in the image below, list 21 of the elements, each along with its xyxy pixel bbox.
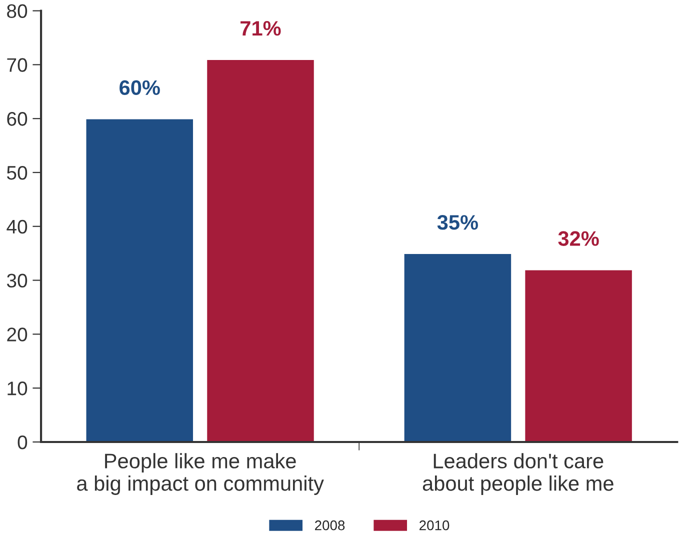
y-tick-label: 70 xyxy=(7,58,28,72)
data-label: 35% xyxy=(437,215,478,230)
x-tick-label: People like me make a big impact on community xyxy=(77,453,324,495)
y-tick-label: 60 xyxy=(7,112,28,126)
bar xyxy=(206,58,316,442)
legend-label: 2010 xyxy=(420,520,450,530)
data-label: 71% xyxy=(240,21,281,36)
data-label: 60% xyxy=(120,80,160,96)
data-label: 32% xyxy=(558,231,599,246)
bar xyxy=(402,252,512,442)
y-tick-label: 20 xyxy=(7,328,28,342)
y-tick-label: 30 xyxy=(6,274,28,288)
bar xyxy=(524,268,634,442)
x-tick-label: Leaders don't care about people like me xyxy=(422,453,614,495)
y-tick-label: 0 xyxy=(18,435,28,450)
y-tick-label: 40 xyxy=(6,220,28,234)
y-tick-label: 10 xyxy=(8,382,28,396)
y-tick-label: 50 xyxy=(6,166,28,180)
legend-label: 2008 xyxy=(315,520,345,530)
bar xyxy=(84,118,194,442)
y-tick-label: 80 xyxy=(7,4,28,18)
